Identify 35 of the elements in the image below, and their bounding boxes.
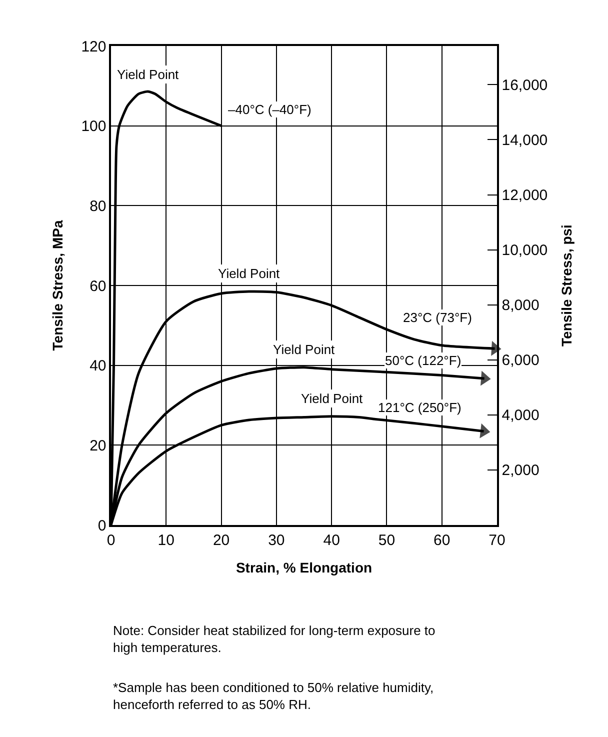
y-tick-label: 100 [81,118,106,136]
y-axis-title: Tensile Stress, MPa [49,220,66,351]
x-tick-label: 30 [268,532,285,549]
y-tick-label: 40 [90,358,106,375]
y2-tick-label: 2,000 [502,462,540,480]
series-label: 23°C (73°F) [403,310,472,325]
y-tick-label: 80 [90,198,106,215]
y2-tick-label: 12,000 [502,187,548,204]
x-tick-label: 50 [378,532,396,549]
x-axis-title: Strain, % Elongation [236,560,372,576]
x-tick-label: 40 [323,532,340,549]
y-tick-label: 0 [98,517,106,534]
text: *Sample has been conditioned to 50% relative humidity, henceforth referred to as 50% RH. [113,680,434,712]
y2-tick-label: 8,000 [502,297,540,314]
annotation: Yield Point [117,67,180,82]
annotation: Yield Point [218,266,280,281]
y2-tick-label: 10,000 [502,242,548,260]
x-tick-label: 10 [158,532,174,549]
annotation: Yield Point [301,391,364,406]
annotation: Yield Point [273,342,336,357]
y2-tick-label: 4,000 [502,407,540,424]
y-tick-label: 20 [90,437,106,454]
series-label: 121°C (250°F) [378,400,462,415]
x-tick-label: 60 [434,532,450,549]
x-tick-label: 70 [488,532,506,549]
x-tick-label: 20 [212,532,230,549]
y2-tick-label: 6,000 [502,352,540,370]
series-label: 50°C (122°F) [385,353,462,368]
y2-tick-label: 14,000 [502,132,548,149]
y2-tick-label: 16,000 [502,76,548,94]
y2-axis-title: Tensile Stress, psi [558,224,574,346]
y-tick-label: 60 [90,278,106,295]
text: Note: Consider heat stabilized for long-term exposure to high temperatures. [113,623,436,655]
series-label: –40°C (–40°F) [228,102,312,117]
y-tick-label: 120 [81,38,106,56]
